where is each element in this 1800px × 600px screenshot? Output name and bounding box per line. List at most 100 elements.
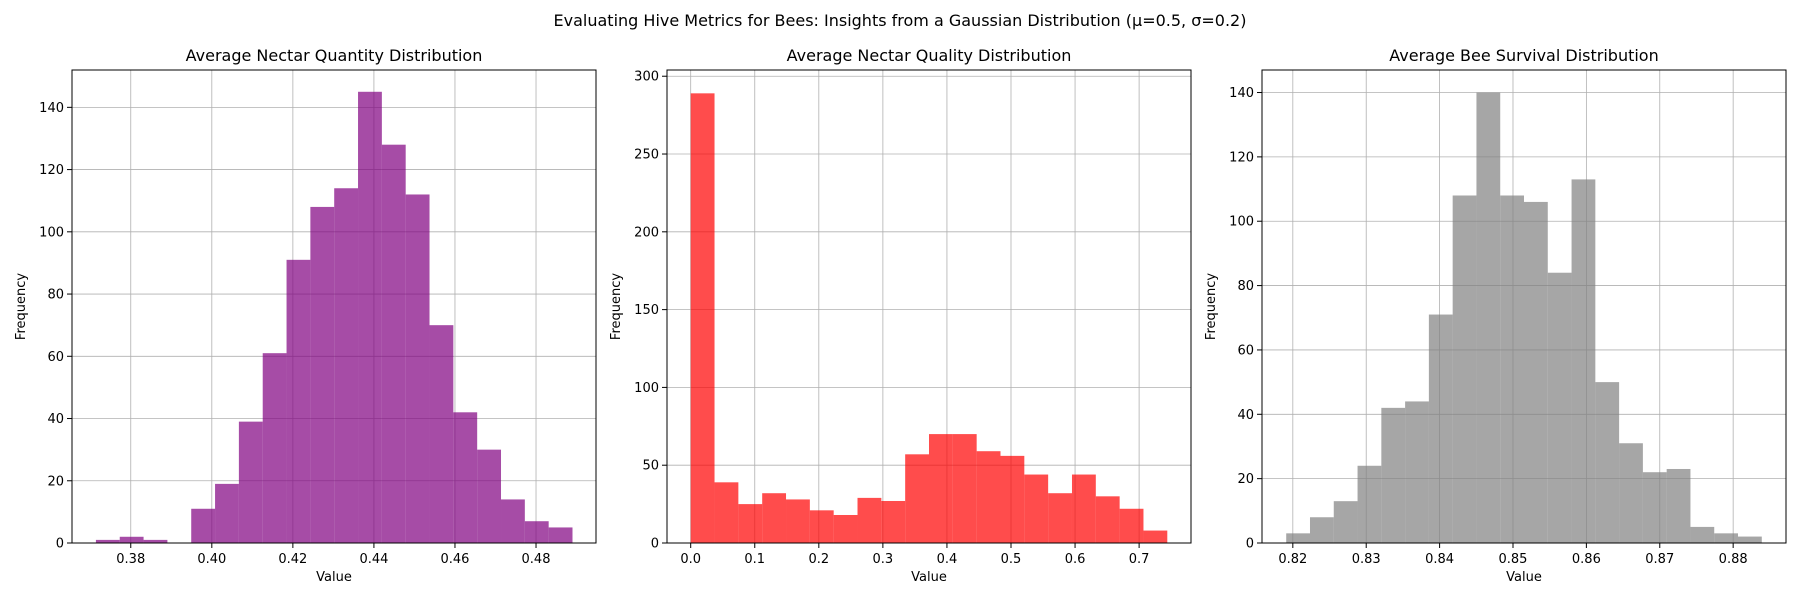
x-tick-label: 0.42 [278, 552, 307, 567]
y-tick-label: 100 [39, 225, 64, 240]
histogram-bar [1666, 468, 1691, 543]
figure-suptitle: Evaluating Hive Metrics for Bees: Insigh… [554, 11, 1247, 30]
histogram-bar [1143, 530, 1168, 543]
histogram-bar [738, 504, 763, 543]
x-tick-label: 0.3 [873, 552, 894, 567]
x-tick-label: 0.5 [1001, 552, 1022, 567]
histogram-bar [1428, 314, 1453, 543]
histogram-bar [1405, 401, 1429, 543]
histogram-bar [714, 482, 739, 543]
y-tick-label: 250 [634, 148, 659, 163]
axes-frame [1261, 69, 1787, 544]
histogram-bar [477, 449, 502, 543]
y-axis-label: Frequency [609, 273, 624, 340]
x-tick-label: 0.7 [1129, 552, 1150, 567]
histogram-bar [1309, 517, 1334, 543]
histogram-bar [1452, 195, 1477, 543]
histogram-bar [762, 493, 787, 543]
histogram-bar [1619, 443, 1643, 543]
y-tick-label: 20 [1237, 472, 1254, 487]
histogram-bar [905, 454, 929, 543]
histogram-bar [809, 510, 834, 543]
axes-frame [71, 69, 597, 544]
histogram-bar [334, 188, 359, 543]
histogram-bar [1119, 508, 1144, 543]
histogram-bar [262, 353, 287, 543]
histogram-bar [1048, 493, 1072, 543]
histogram-bar [833, 514, 858, 543]
histogram-bar [1714, 533, 1739, 543]
chart-title: Average Nectar Quality Distribution [787, 46, 1072, 65]
histogram-bar [1357, 465, 1382, 543]
y-tick-label: 140 [1229, 86, 1254, 101]
histogram-bar [929, 434, 953, 543]
x-tick-label: 0.48 [522, 552, 551, 567]
histogram-bar [524, 521, 549, 543]
chart-title: Average Bee Survival Distribution [1389, 46, 1658, 65]
histogram-bar [1690, 526, 1715, 543]
y-tick-label: 40 [1237, 408, 1254, 423]
x-tick-label: 0.2 [808, 552, 829, 567]
y-axis-label: Frequency [14, 273, 29, 340]
histogram-bar [119, 536, 144, 543]
histogram-bar [1381, 407, 1406, 543]
histogram-bar [1500, 195, 1524, 543]
chart-title: Average Nectar Quantity Distribution [186, 46, 483, 65]
y-tick-label: 60 [47, 350, 64, 365]
y-tick-label: 140 [39, 101, 64, 116]
x-tick-label: 0.44 [359, 552, 388, 567]
histogram-bar [1547, 272, 1572, 543]
x-tick-label: 0.0 [680, 552, 701, 567]
y-tick-label: 40 [47, 412, 64, 427]
x-tick-label: 0.46 [440, 552, 469, 567]
histogram-bar [238, 421, 263, 543]
histogram-bar [501, 499, 525, 543]
x-tick-label: 0.84 [1425, 552, 1454, 567]
histogram-bar [1642, 472, 1667, 543]
y-tick-label: 100 [634, 381, 659, 396]
histogram-bar [548, 527, 573, 543]
x-tick-label: 0.88 [1719, 552, 1748, 567]
histogram-bar [881, 500, 906, 543]
histogram-bar [857, 497, 882, 543]
y-tick-label: 300 [634, 70, 659, 85]
histogram-bar [453, 412, 478, 543]
x-tick-label: 0.1 [744, 552, 765, 567]
y-tick-label: 120 [1229, 150, 1254, 165]
histogram-bar [358, 91, 382, 543]
histogram-bar [1024, 474, 1049, 543]
y-tick-label: 80 [47, 288, 64, 303]
y-tick-label: 120 [39, 163, 64, 178]
histogram-bar [976, 451, 1001, 543]
y-tick-label: 100 [1229, 215, 1254, 230]
y-tick-label: 0 [1246, 537, 1254, 552]
x-tick-label: 0.40 [197, 552, 226, 567]
histogram-bar [1738, 536, 1762, 543]
y-tick-label: 80 [1237, 279, 1254, 294]
histogram-bar [952, 434, 977, 543]
histogram-bar [143, 539, 168, 543]
histogram-bar [1524, 201, 1548, 543]
histogram-bar [1333, 501, 1358, 543]
histogram-bar [215, 483, 239, 543]
histogram-bar [1476, 92, 1501, 544]
histogram-bar [95, 539, 120, 543]
histogram-bar [1595, 382, 1620, 543]
x-tick-label: 0.83 [1352, 552, 1381, 567]
y-tick-label: 0 [651, 537, 659, 552]
axes-frame [666, 69, 1192, 544]
x-tick-label: 0.87 [1645, 552, 1674, 567]
x-tick-label: 0.6 [1065, 552, 1086, 567]
histogram-bar [191, 508, 216, 543]
histogram-bar [1095, 496, 1120, 543]
x-axis-label: Value [911, 570, 947, 585]
histogram-bar [429, 325, 454, 543]
histogram-bar [786, 499, 810, 543]
histogram-bar [286, 259, 311, 543]
histogram-bar [690, 93, 715, 544]
histogram-bar [1000, 455, 1025, 543]
histogram-bar [405, 194, 430, 543]
histogram-bar [1571, 179, 1596, 543]
